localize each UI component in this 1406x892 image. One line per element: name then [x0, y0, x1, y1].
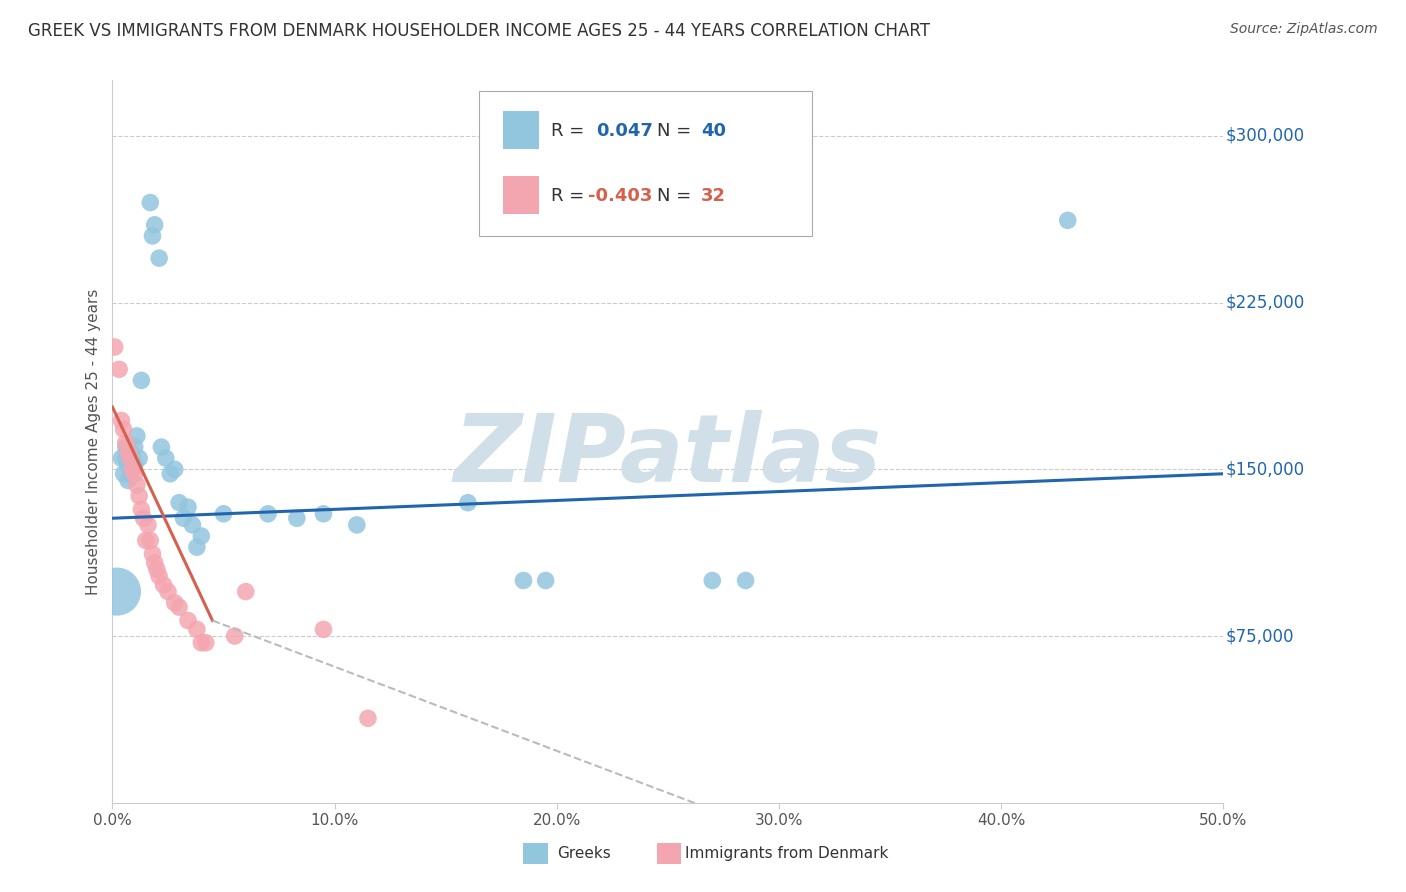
- FancyBboxPatch shape: [503, 177, 538, 214]
- Point: [457, 496, 479, 510]
- Text: R =: R =: [551, 187, 591, 205]
- Point: [167, 600, 190, 615]
- Point: [131, 373, 153, 387]
- Point: [117, 444, 139, 458]
- Text: GREEK VS IMMIGRANTS FROM DENMARK HOUSEHOLDER INCOME AGES 25 - 44 YEARS CORRELATI: GREEK VS IMMIGRANTS FROM DENMARK HOUSEHO…: [28, 22, 931, 40]
- Point: [110, 451, 132, 466]
- Point: [110, 413, 132, 427]
- Point: [146, 562, 169, 576]
- Point: [131, 502, 153, 516]
- Point: [152, 578, 174, 592]
- Text: 32: 32: [702, 187, 725, 205]
- Point: [257, 507, 280, 521]
- Point: [120, 451, 142, 466]
- Point: [194, 636, 217, 650]
- Point: [132, 511, 155, 525]
- Text: -0.403: -0.403: [588, 187, 652, 205]
- Point: [190, 636, 212, 650]
- Text: Source: ZipAtlas.com: Source: ZipAtlas.com: [1230, 22, 1378, 37]
- Point: [734, 574, 756, 588]
- Point: [108, 362, 131, 376]
- Point: [124, 458, 146, 472]
- Point: [177, 614, 200, 628]
- Text: Immigrants from Denmark: Immigrants from Denmark: [685, 846, 887, 861]
- FancyBboxPatch shape: [657, 843, 681, 864]
- Point: [128, 489, 150, 503]
- Point: [114, 440, 136, 454]
- Point: [139, 533, 162, 548]
- Point: [148, 569, 170, 583]
- Point: [235, 584, 257, 599]
- FancyBboxPatch shape: [479, 91, 813, 235]
- Point: [121, 462, 143, 476]
- Point: [512, 574, 534, 588]
- Point: [124, 440, 146, 454]
- Point: [346, 517, 368, 532]
- Point: [143, 218, 166, 232]
- Text: 0.047: 0.047: [596, 122, 652, 140]
- Point: [117, 458, 139, 472]
- Text: R =: R =: [551, 122, 591, 140]
- FancyBboxPatch shape: [523, 843, 548, 864]
- Point: [1056, 213, 1078, 227]
- Text: ZIPatlas: ZIPatlas: [454, 410, 882, 502]
- Point: [186, 540, 208, 554]
- Point: [143, 556, 166, 570]
- Point: [112, 467, 135, 481]
- Point: [104, 340, 127, 354]
- Point: [148, 251, 170, 265]
- Point: [120, 467, 142, 481]
- Point: [114, 451, 136, 466]
- Point: [112, 422, 135, 436]
- Point: [177, 500, 200, 515]
- FancyBboxPatch shape: [503, 112, 538, 149]
- Text: Greeks: Greeks: [557, 846, 610, 861]
- Point: [212, 507, 235, 521]
- Text: $300,000: $300,000: [1226, 127, 1305, 145]
- Point: [121, 451, 143, 466]
- Point: [163, 462, 186, 476]
- Text: $75,000: $75,000: [1226, 627, 1294, 645]
- Point: [534, 574, 557, 588]
- Point: [190, 529, 212, 543]
- Point: [186, 623, 208, 637]
- Point: [141, 547, 163, 561]
- Point: [135, 533, 157, 548]
- Point: [285, 511, 308, 525]
- Point: [702, 574, 724, 588]
- Point: [181, 517, 204, 532]
- Point: [114, 435, 136, 450]
- Point: [157, 584, 180, 599]
- Point: [163, 596, 186, 610]
- Point: [159, 467, 181, 481]
- Text: N =: N =: [657, 187, 697, 205]
- Point: [105, 584, 128, 599]
- Text: $150,000: $150,000: [1226, 460, 1305, 478]
- Point: [312, 507, 335, 521]
- Point: [155, 451, 177, 466]
- Text: $225,000: $225,000: [1226, 293, 1305, 311]
- Point: [136, 517, 159, 532]
- Y-axis label: Householder Income Ages 25 - 44 years: Householder Income Ages 25 - 44 years: [86, 288, 101, 595]
- Point: [224, 629, 246, 643]
- Text: N =: N =: [657, 122, 697, 140]
- Point: [124, 467, 146, 481]
- Point: [312, 623, 335, 637]
- Point: [128, 451, 150, 466]
- Point: [125, 478, 148, 492]
- Point: [167, 496, 190, 510]
- Point: [121, 462, 143, 476]
- Point: [141, 228, 163, 243]
- Point: [173, 511, 195, 525]
- Point: [117, 474, 139, 488]
- Point: [357, 711, 380, 725]
- Text: 40: 40: [702, 122, 725, 140]
- Point: [120, 444, 142, 458]
- Point: [139, 195, 162, 210]
- Point: [150, 440, 173, 454]
- Point: [125, 429, 148, 443]
